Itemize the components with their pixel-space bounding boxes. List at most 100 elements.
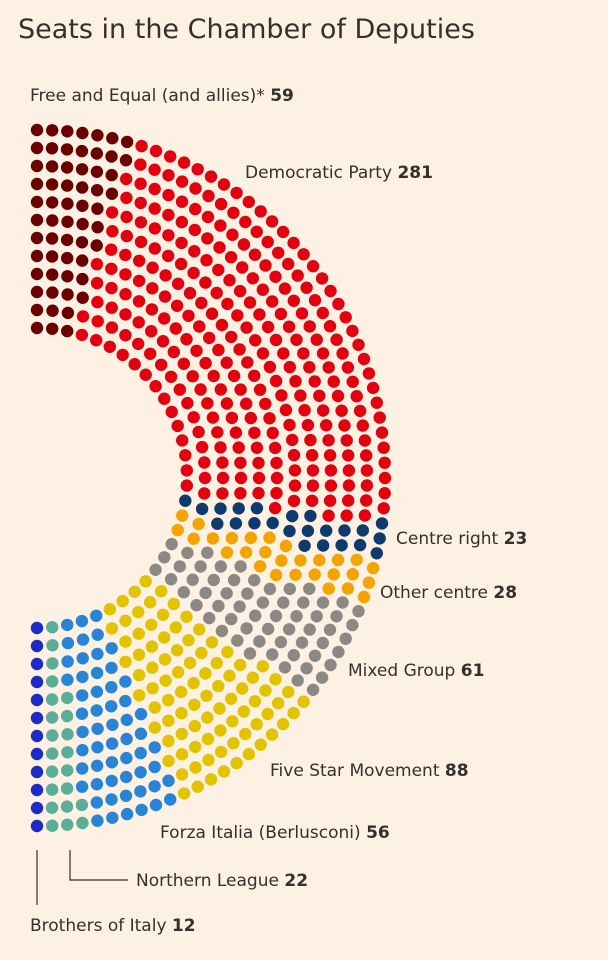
seat-free-and-equal-and-allies — [90, 165, 104, 178]
seat-democratic-party — [303, 320, 316, 333]
seat-democratic-party — [177, 156, 191, 169]
seat-free-and-equal-and-allies — [30, 249, 44, 263]
seat-northern-league — [60, 782, 74, 795]
seat-five-star-movement — [119, 614, 132, 627]
seat-mixed-group — [323, 623, 337, 636]
seat-forza-italia-berlusconi — [106, 811, 119, 824]
seat-mixed-group — [149, 563, 162, 576]
seat-democratic-party — [116, 348, 129, 362]
seat-five-star-movement — [214, 724, 227, 737]
seat-democratic-party — [148, 202, 161, 215]
seat-forza-italia-berlusconi — [76, 633, 90, 646]
label-name: Mixed Group — [348, 661, 455, 681]
seat-five-star-movement — [188, 719, 201, 733]
seat-democratic-party — [283, 418, 296, 432]
seat-democratic-party — [146, 261, 159, 274]
seat-five-star-movement — [189, 740, 202, 754]
seat-democratic-party — [120, 172, 133, 186]
seat-five-star-movement — [199, 667, 212, 680]
seat-democratic-party — [268, 501, 282, 515]
seat-five-star-movement — [171, 666, 185, 679]
seat-forza-italia-berlusconi — [76, 670, 89, 684]
seat-democratic-party — [193, 320, 206, 333]
seat-free-and-equal-and-allies — [46, 286, 59, 299]
seat-mixed-group — [186, 573, 199, 586]
seat-democratic-party — [237, 238, 251, 251]
seat-mixed-group — [316, 596, 330, 609]
seat-democratic-party — [158, 312, 171, 325]
seat-democratic-party — [189, 202, 202, 216]
seat-democratic-party — [225, 330, 238, 344]
seat-free-and-equal-and-allies — [60, 161, 74, 174]
seat-mixed-group — [287, 649, 300, 662]
seat-other-centre — [275, 554, 288, 567]
seat-forza-italia-berlusconi — [164, 793, 177, 806]
seat-free-and-equal-and-allies — [46, 322, 59, 335]
seat-five-star-movement — [105, 622, 119, 635]
seat-free-and-equal-and-allies — [45, 142, 59, 155]
seat-forza-italia-berlusconi — [134, 785, 147, 798]
seat-five-star-movement — [170, 644, 184, 657]
seat-democratic-party — [304, 433, 317, 447]
seat-brothers-of-italy — [30, 657, 44, 671]
seat-forza-italia-berlusconi — [90, 685, 104, 698]
seat-democratic-party — [306, 479, 320, 492]
seat-five-star-movement — [145, 618, 158, 631]
seat-democratic-party — [213, 241, 226, 254]
label-free-and-equal: Free and Equal (and allies)* 59 — [30, 86, 294, 106]
seat-centre-right — [232, 502, 245, 515]
seat-democratic-party — [171, 419, 184, 433]
seat-forza-italia-berlusconi — [91, 722, 104, 735]
seat-five-star-movement — [237, 705, 251, 718]
seat-democratic-party — [227, 206, 240, 219]
seat-other-centre — [259, 546, 272, 559]
seat-democratic-party — [282, 257, 295, 271]
seat-free-and-equal-and-allies — [30, 285, 44, 299]
seat-mixed-group — [233, 600, 246, 613]
seat-mixed-group — [220, 587, 233, 600]
seat-mixed-group — [274, 635, 288, 649]
seat-democratic-party — [360, 449, 373, 462]
seat-free-and-equal-and-allies — [90, 147, 104, 160]
seat-five-star-movement — [230, 756, 243, 770]
seat-democratic-party — [330, 333, 343, 346]
label-northern-league: Northern League 22 — [136, 871, 308, 891]
seat-five-star-movement — [148, 701, 161, 714]
seat-northern-league — [45, 711, 59, 724]
seat-democratic-party — [90, 276, 104, 290]
seat-democratic-party — [175, 195, 189, 208]
seat-centre-right — [250, 502, 264, 515]
seat-democratic-party — [134, 216, 148, 229]
seat-democratic-party — [148, 242, 161, 255]
seat-democratic-party — [236, 261, 249, 274]
seat-democratic-party — [252, 456, 265, 470]
seat-five-star-movement — [202, 753, 215, 767]
seat-democratic-party — [119, 288, 132, 301]
seat-democratic-party — [320, 419, 333, 432]
seat-democratic-party — [324, 284, 337, 298]
label-value: 281 — [397, 163, 433, 183]
seat-free-and-equal-and-allies — [60, 179, 74, 192]
seat-forza-italia-berlusconi — [91, 814, 104, 827]
seat-northern-league — [46, 639, 59, 652]
seat-democratic-party — [259, 397, 272, 410]
seat-free-and-equal-and-allies — [45, 250, 59, 263]
seat-forza-italia-berlusconi — [119, 789, 133, 802]
seat-centre-right — [370, 547, 383, 560]
label-name: Democratic Party — [245, 163, 392, 183]
seat-other-centre — [220, 546, 234, 559]
seat-five-star-movement — [116, 594, 129, 608]
seat-five-star-movement — [189, 761, 202, 774]
seat-northern-league — [46, 675, 59, 688]
seat-democratic-party — [289, 375, 302, 388]
seat-democratic-party — [256, 283, 269, 296]
seat-democratic-party — [353, 404, 367, 418]
seat-forza-italia-berlusconi — [120, 751, 133, 765]
seat-five-star-movement — [144, 596, 157, 609]
seat-democratic-party — [298, 404, 311, 417]
seat-five-star-movement — [175, 706, 188, 720]
seat-democratic-party — [164, 150, 177, 163]
seat-democratic-party — [182, 309, 195, 322]
seat-democratic-party — [132, 316, 145, 329]
seat-democratic-party — [248, 426, 261, 439]
